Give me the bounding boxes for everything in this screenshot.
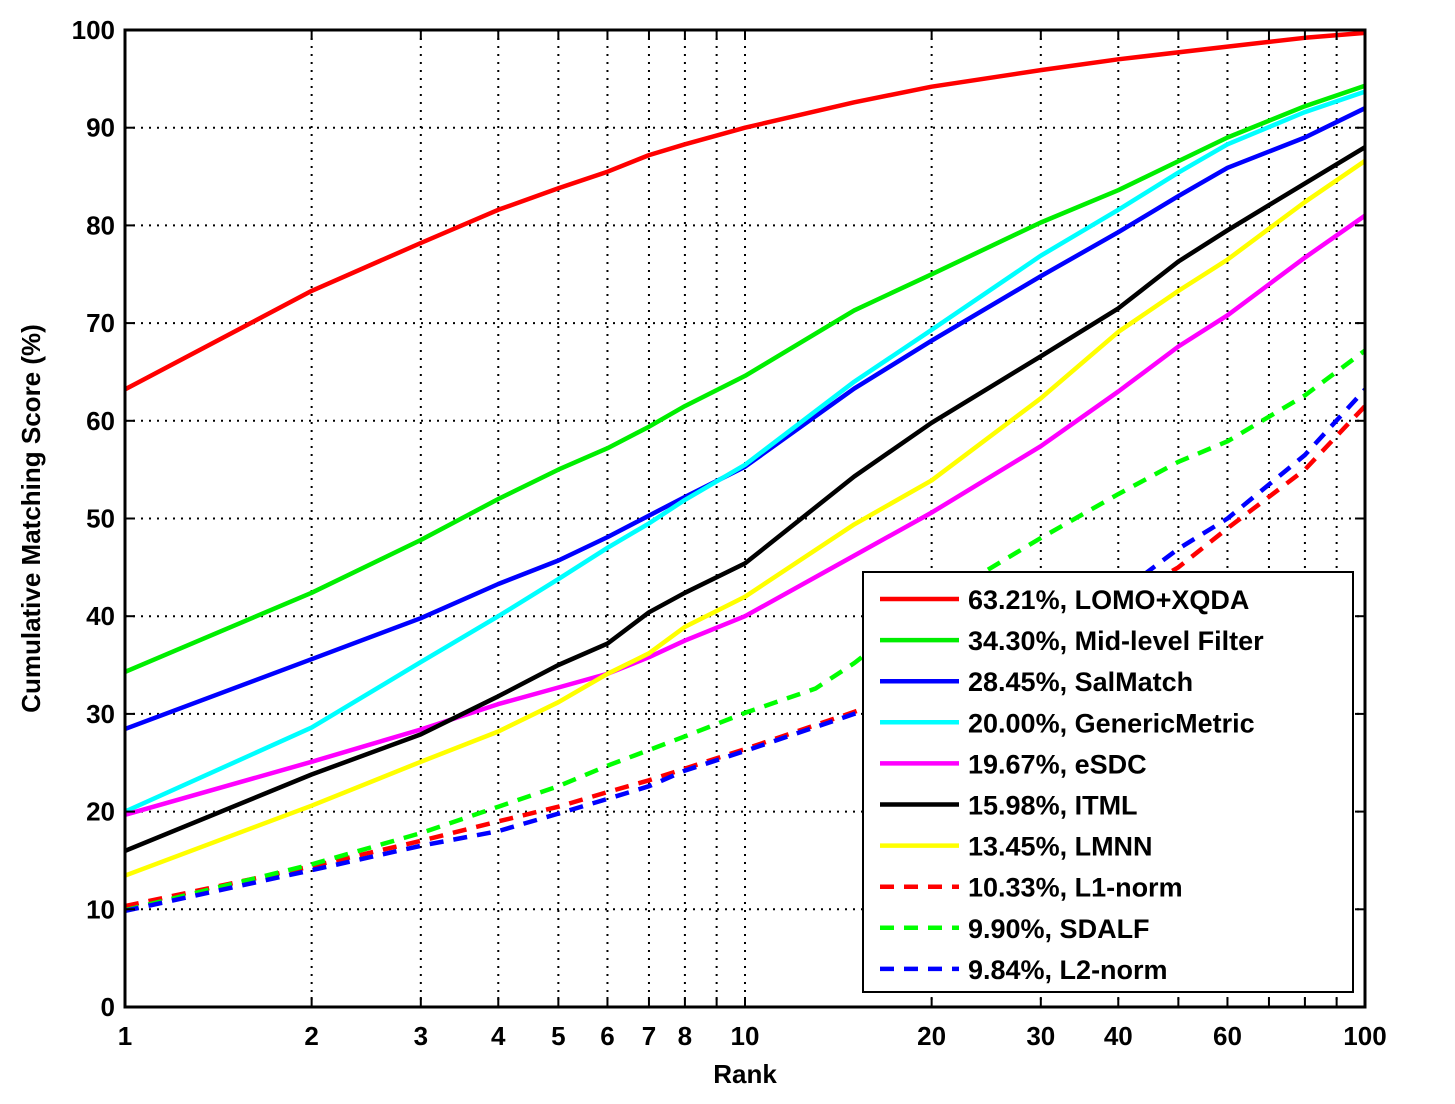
y-tick-label: 20 bbox=[86, 797, 115, 827]
series-line bbox=[124, 404, 1367, 909]
y-tick-label: 50 bbox=[86, 504, 115, 534]
legend-entry: 13.45%, LMNN bbox=[968, 832, 1153, 862]
x-tick-label: 30 bbox=[1026, 1021, 1055, 1051]
x-tick-label: 10 bbox=[731, 1021, 760, 1051]
series-line bbox=[124, 348, 1367, 913]
x-tick-label: 1 bbox=[118, 1021, 132, 1051]
legend-entry: 34.30%, Mid-level Filter bbox=[968, 626, 1264, 656]
x-tick-label: 4 bbox=[491, 1021, 506, 1051]
series-layer bbox=[123, 30, 1367, 914]
y-tick-label: 90 bbox=[86, 113, 115, 143]
y-tick-label: 30 bbox=[86, 699, 115, 729]
y-tick-label: 100 bbox=[72, 15, 115, 45]
series-line bbox=[124, 83, 1366, 674]
x-tick-label: 6 bbox=[600, 1021, 614, 1051]
x-tick-label: 20 bbox=[917, 1021, 946, 1051]
legend-entry: 19.67%, eSDC bbox=[968, 749, 1147, 779]
legend-entry: 28.45%, SalMatch bbox=[968, 667, 1193, 697]
legend-entry: 10.33%, L1-norm bbox=[968, 873, 1183, 903]
legend-entry: 15.98%, ITML bbox=[968, 791, 1138, 821]
x-tick-label: 100 bbox=[1343, 1021, 1386, 1051]
x-tick-label: 2 bbox=[304, 1021, 318, 1051]
y-tick-label: 40 bbox=[86, 601, 115, 631]
x-tick-label: 60 bbox=[1213, 1021, 1242, 1051]
series-line bbox=[123, 30, 1366, 392]
x-tick-label: 8 bbox=[678, 1021, 692, 1051]
legend-entry: 63.21%, LOMO+XQDA bbox=[968, 585, 1249, 615]
x-tick-label: 5 bbox=[551, 1021, 565, 1051]
legend-entry: 20.00%, GenericMetric bbox=[968, 708, 1255, 738]
series-line bbox=[124, 159, 1367, 878]
x-axis-label: Rank bbox=[713, 1059, 777, 1089]
legend: 63.21%, LOMO+XQDA 34.30%, Mid-level Filte… bbox=[862, 571, 1354, 993]
series-line bbox=[124, 89, 1366, 814]
y-tick-label: 10 bbox=[86, 894, 115, 924]
axis-ticks: 0 10 20 30 40 50 60 70 80 90 100 1 2 3 4 5 6 7 8 10 20 30 40 60… bbox=[72, 15, 1387, 1051]
y-tick-label: 60 bbox=[86, 406, 115, 436]
y-tick-label: 70 bbox=[86, 308, 115, 338]
y-tick-label: 80 bbox=[86, 210, 115, 240]
series-line bbox=[124, 145, 1367, 853]
y-tick-label: 0 bbox=[101, 992, 115, 1022]
x-tick-label: 7 bbox=[642, 1021, 656, 1051]
y-axis-label: Cumulative Matching Score (%) bbox=[16, 324, 46, 713]
series-line bbox=[124, 213, 1367, 817]
legend-entry: 9.84%, L2-norm bbox=[968, 955, 1168, 985]
x-tick-label: 40 bbox=[1104, 1021, 1133, 1051]
x-tick-label: 3 bbox=[414, 1021, 428, 1051]
legend-entry: 9.90%, SDALF bbox=[968, 914, 1150, 944]
